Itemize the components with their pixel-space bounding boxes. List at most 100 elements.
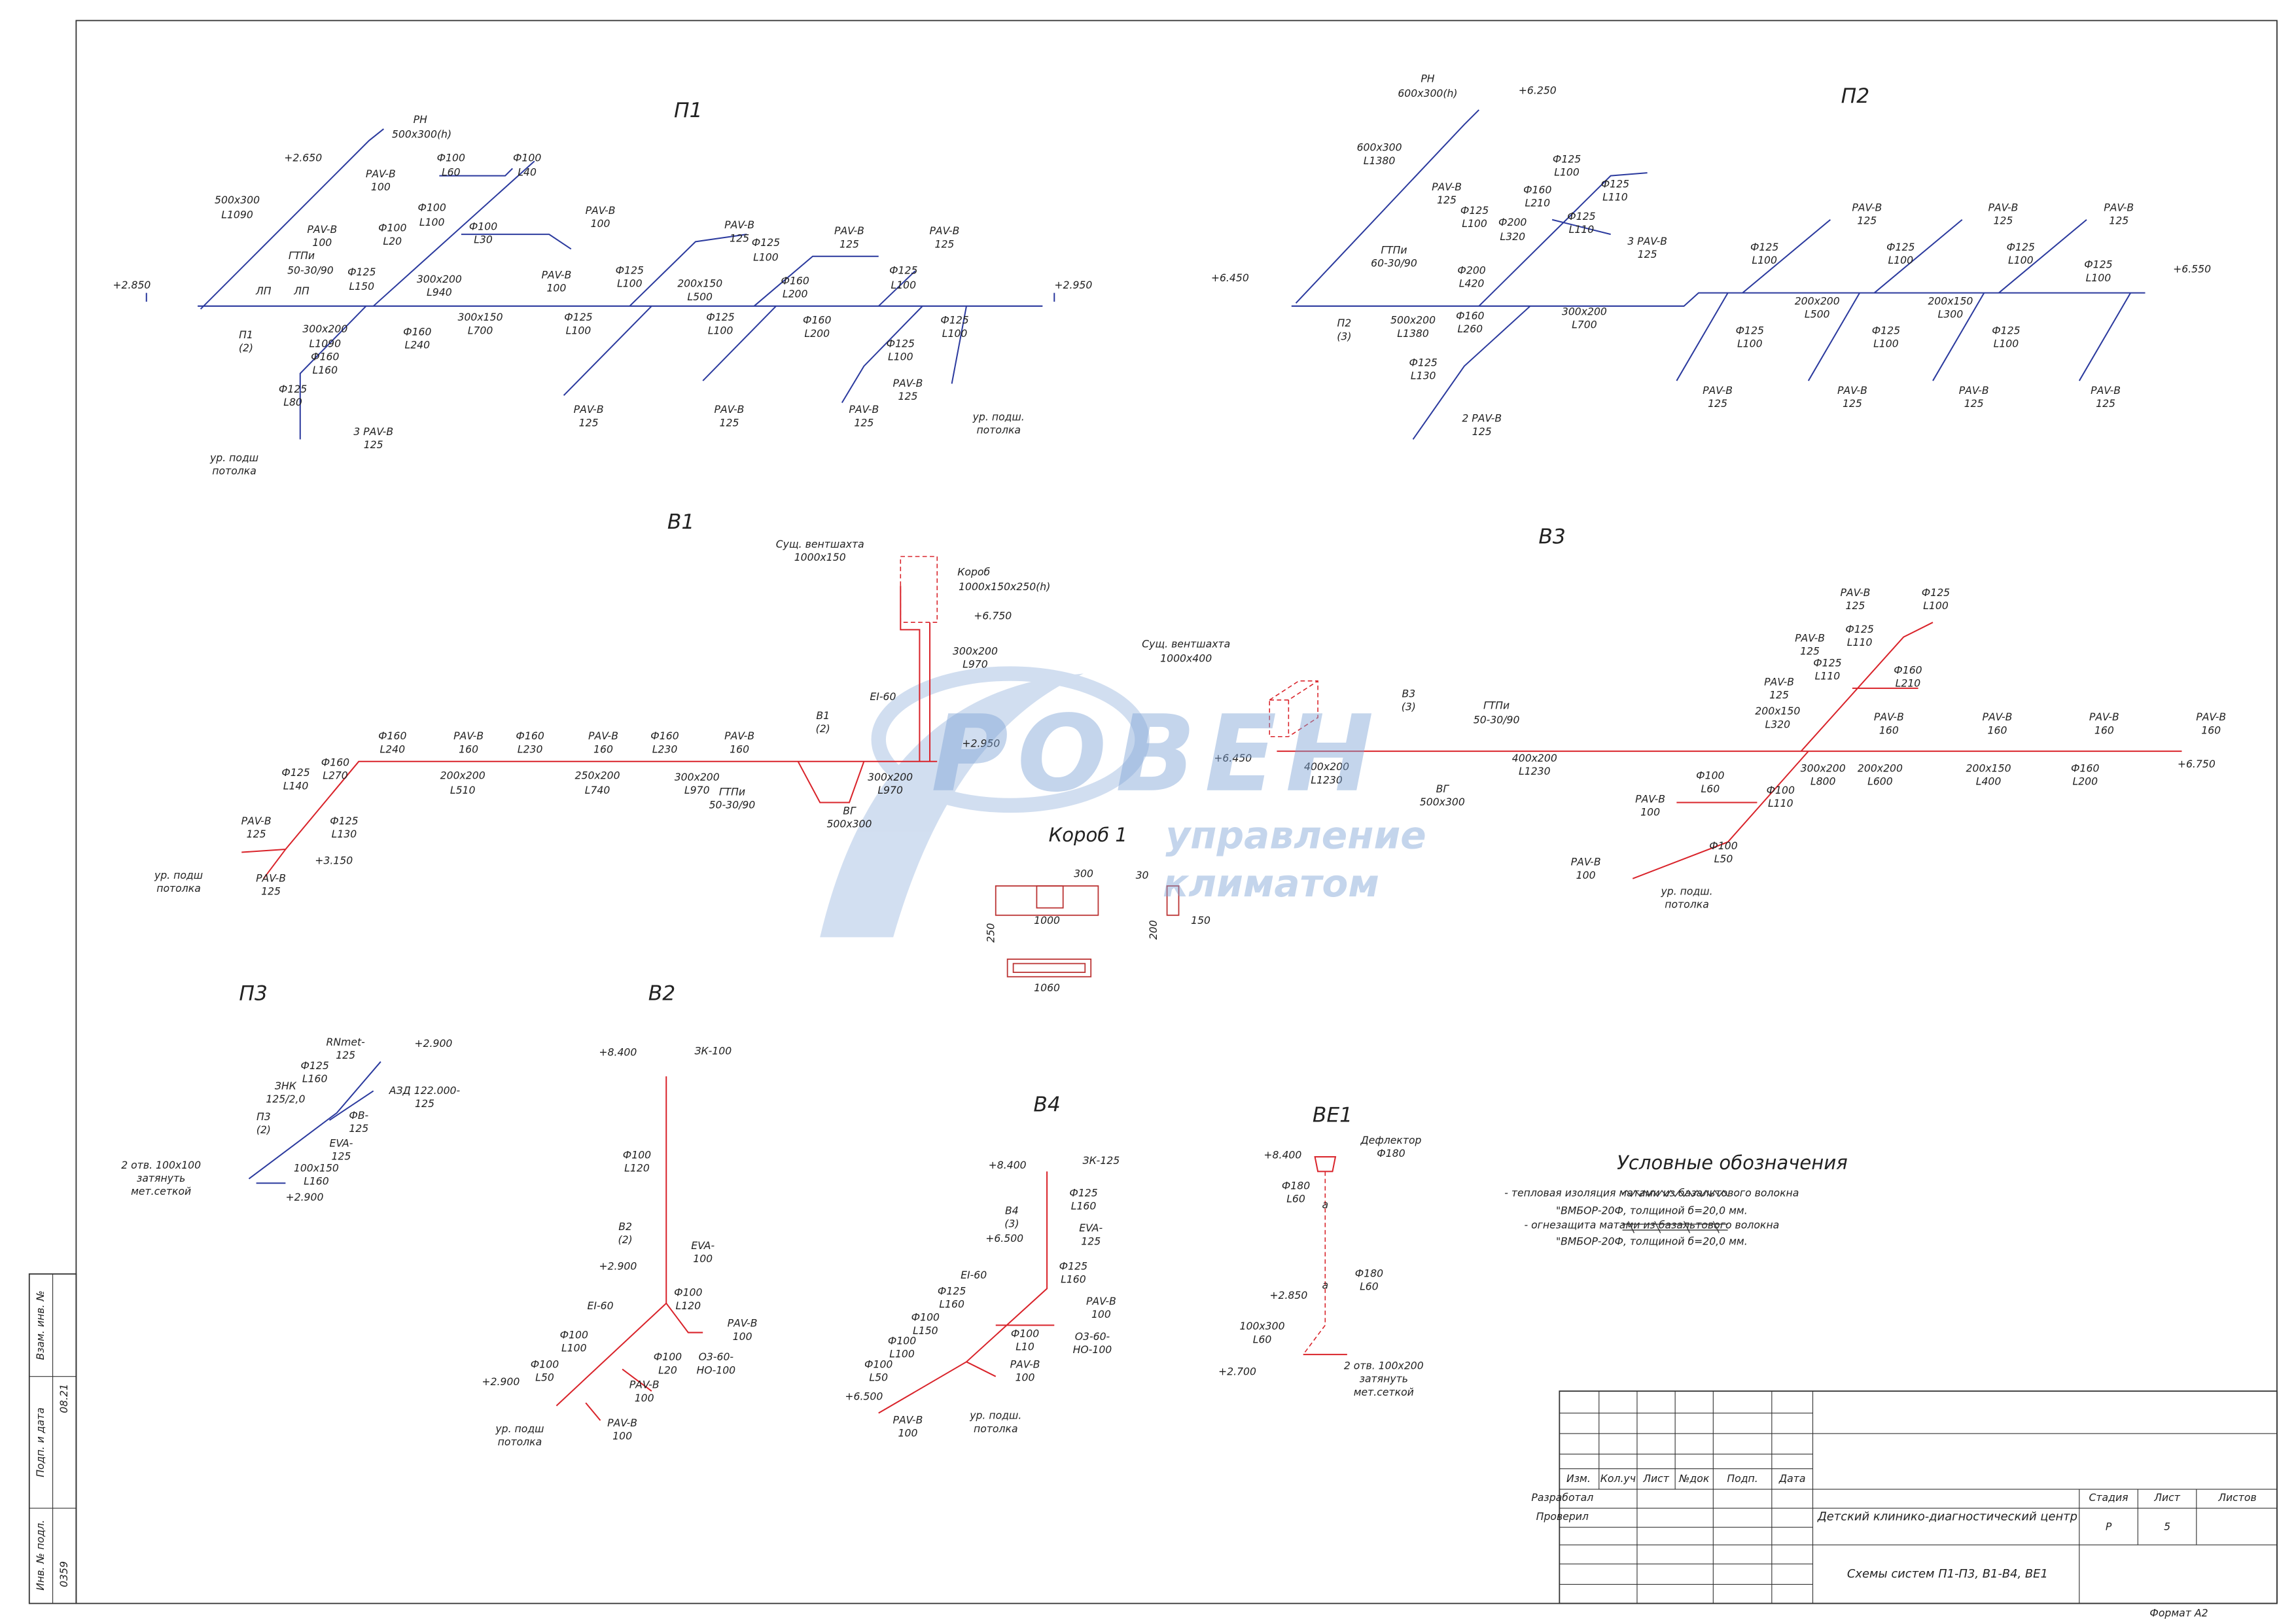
title-block-header: Лист bbox=[2153, 1491, 2181, 1504]
dimension-label: 30 bbox=[1136, 869, 1149, 881]
duct-label: (3) bbox=[1402, 700, 1416, 713]
duct bbox=[1873, 219, 1963, 294]
title-block-rows bbox=[1559, 1413, 2277, 1585]
duct-label: РАV-В bbox=[834, 224, 864, 237]
duct-label: L140 bbox=[283, 779, 309, 792]
duct-label: L100 bbox=[708, 324, 733, 336]
duct-label: L160 bbox=[313, 364, 338, 376]
duct-label: +6.550 bbox=[2173, 262, 2211, 275]
duct-label: 125 bbox=[854, 416, 874, 429]
duct-label: L40 bbox=[518, 166, 537, 179]
duct bbox=[1632, 750, 1809, 879]
duct-label: 125 bbox=[1437, 194, 1457, 206]
watermark-swoosh bbox=[820, 673, 1084, 938]
duct-label: 50-30/90 bbox=[1474, 714, 1520, 726]
duct-label: 160 bbox=[459, 743, 478, 755]
duct bbox=[200, 128, 384, 309]
duct-label: (2) bbox=[256, 1123, 271, 1136]
duct-label: РАV-В bbox=[586, 204, 616, 217]
duct-label: L60 bbox=[1286, 1192, 1305, 1205]
system bbox=[1303, 1156, 1347, 1356]
duct-label: 100 bbox=[1576, 869, 1596, 881]
duct-label: потолка bbox=[156, 882, 201, 894]
duct-label: +2.900 bbox=[286, 1191, 324, 1203]
duct-label: ур. подш bbox=[209, 451, 258, 464]
duct-label: РАV-В bbox=[2089, 711, 2119, 723]
box-section-shapes bbox=[995, 885, 1180, 978]
duct-label: РАV-В bbox=[2104, 201, 2134, 213]
duct-label: Ф125 bbox=[2007, 241, 2035, 253]
duct bbox=[1478, 172, 1648, 307]
duct-label: L970 bbox=[877, 784, 903, 796]
duct-label: +2.950 bbox=[1054, 279, 1092, 291]
duct-label: L110 bbox=[1815, 669, 1841, 682]
duct-label: РАV-В bbox=[607, 1417, 637, 1429]
legend-item: - огнезащита матами из базальтового воло… bbox=[1524, 1219, 1779, 1231]
duct-label: ВГ bbox=[1436, 783, 1450, 795]
duct-label: Ф125 bbox=[940, 314, 968, 327]
duct-label: Ф125 bbox=[1886, 241, 1915, 253]
title-block-header: Изм. bbox=[1566, 1472, 1591, 1485]
duct-label: РАV-В bbox=[541, 268, 571, 281]
duct-label: L700 bbox=[468, 324, 493, 336]
duct-label: ур. подш bbox=[154, 869, 203, 881]
duct-label: L800 bbox=[1810, 775, 1836, 788]
duct-label: АЗД 122.000- bbox=[389, 1084, 461, 1097]
duct bbox=[1551, 219, 1611, 236]
duct-label: 200x200 bbox=[440, 769, 486, 782]
duct-label: ЛП bbox=[293, 285, 309, 297]
duct-label: 50-30/90 bbox=[709, 798, 756, 811]
duct-label: L60 bbox=[1253, 1333, 1272, 1345]
duct-label: L100 bbox=[1888, 254, 1913, 266]
box-rect bbox=[1166, 885, 1180, 916]
duct-label: L260 bbox=[1458, 323, 1483, 335]
duct-label: 125 bbox=[720, 416, 739, 429]
system bbox=[1291, 109, 2146, 440]
duct bbox=[1800, 622, 1934, 752]
sheet-frame bbox=[75, 20, 2278, 1604]
duct-label: +2.850 bbox=[113, 279, 150, 291]
system-title: В1 bbox=[667, 510, 694, 534]
duct-label: Ф125 bbox=[1553, 153, 1581, 166]
duct bbox=[966, 1361, 997, 1377]
duct-label: Ф125 bbox=[752, 236, 780, 249]
duct-dashed bbox=[900, 556, 938, 623]
duct-label: L1090 bbox=[309, 337, 342, 349]
duct-label: +2.900 bbox=[414, 1037, 452, 1050]
duct-label: L210 bbox=[1896, 677, 1921, 690]
duct-label: (2) bbox=[816, 722, 830, 735]
project-name: Детский клинико-диагностический центр bbox=[1817, 1510, 2077, 1524]
duct-label: 300x200 bbox=[868, 771, 913, 783]
duct-label: L210 bbox=[1525, 197, 1550, 209]
duct-label: 500x200 bbox=[1390, 314, 1436, 327]
duct-label: П3 bbox=[256, 1110, 271, 1123]
duct-label: Сущ. вентшахта bbox=[776, 538, 864, 550]
legend-symbol bbox=[1622, 1221, 1728, 1233]
duct bbox=[753, 255, 879, 307]
duct-label: 100 bbox=[312, 236, 332, 249]
duct-label: РАV-В bbox=[1795, 631, 1825, 644]
duct-label: Ф160 bbox=[803, 314, 831, 327]
system bbox=[556, 1076, 703, 1421]
system bbox=[241, 556, 938, 879]
duct-label: 125 bbox=[1964, 397, 1984, 410]
system-title: В3 bbox=[1538, 525, 1565, 548]
duct-label: Ф100 bbox=[1011, 1327, 1039, 1339]
duct-label: РАV-В bbox=[1983, 711, 2013, 723]
duct-label: а bbox=[1322, 1279, 1328, 1291]
duct-label: +6.450 bbox=[1211, 272, 1249, 284]
duct-label: Ф125 bbox=[1460, 204, 1489, 217]
duct-label: НО-100 bbox=[1073, 1343, 1112, 1356]
duct-label: 1000x150x250(h) bbox=[959, 580, 1050, 593]
duct-label: L100 bbox=[1737, 337, 1763, 349]
duct-label: РАV-В bbox=[256, 872, 286, 884]
duct-label: Ф125 bbox=[1872, 324, 1900, 336]
duct-label: 100 bbox=[371, 181, 391, 193]
duct-label: L100 bbox=[2008, 254, 2034, 266]
duct-label: 125 bbox=[1993, 215, 2013, 227]
duct-label: 100 bbox=[1091, 1308, 1111, 1320]
duct-label: +2.900 bbox=[482, 1375, 520, 1388]
duct-label: Ф160 bbox=[403, 326, 431, 338]
duct-label: потолка bbox=[498, 1436, 542, 1448]
